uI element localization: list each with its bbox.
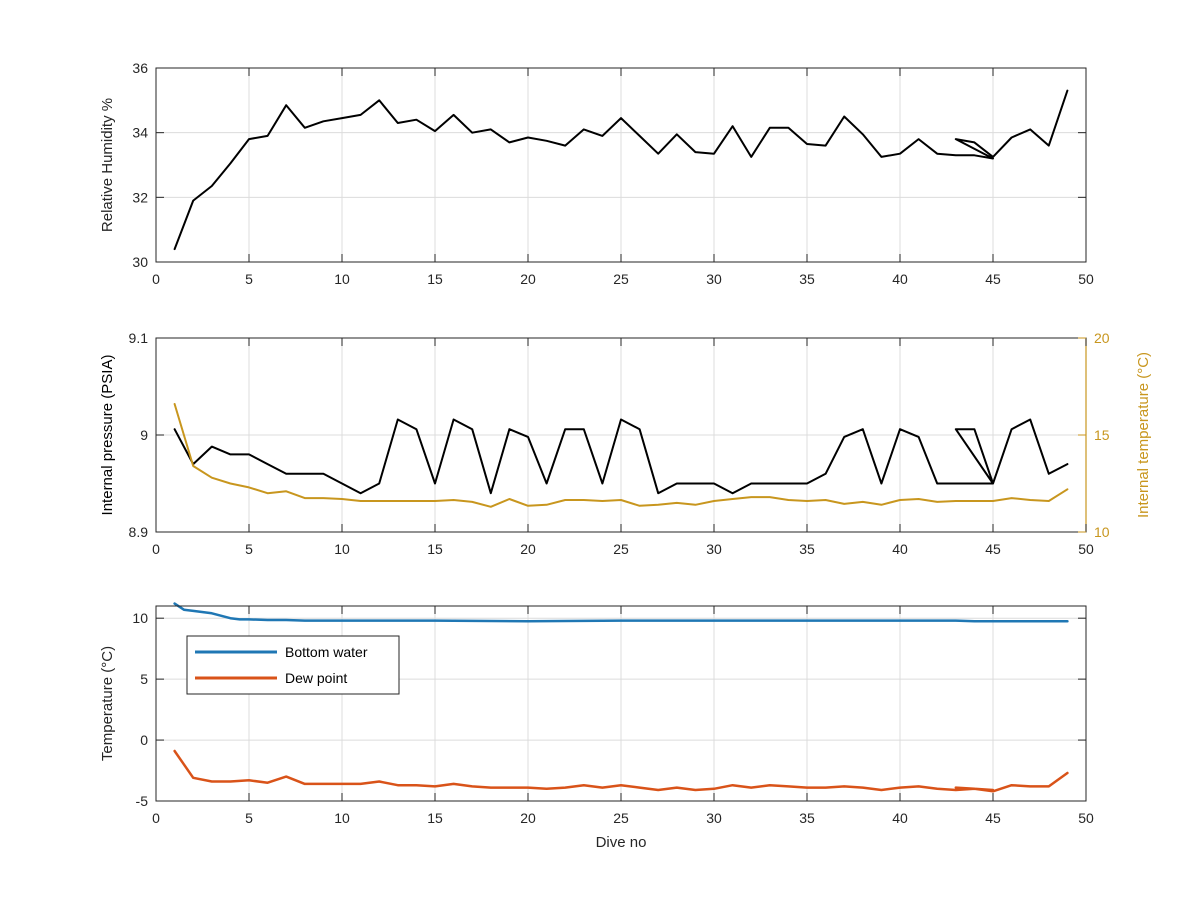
x-tick-label: 10 [334, 541, 350, 557]
series-line-1 [173, 602, 1069, 623]
y-tick-label: 0 [140, 732, 148, 748]
x-tick-label: 15 [427, 541, 443, 557]
y-tick-label: 34 [132, 125, 148, 141]
y-axis-label: Temperature (°C) [99, 646, 116, 761]
x-tick-label: 50 [1078, 271, 1094, 287]
x-tick-label: 5 [245, 810, 253, 826]
legend-box [186, 635, 400, 695]
series-line-1 [173, 418, 1069, 495]
series-line-2 [173, 749, 1069, 793]
x-tick-label: 25 [613, 271, 629, 287]
x-tick-label: 5 [245, 541, 253, 557]
x-tick-label: 30 [706, 541, 722, 557]
x-tick-label: 25 [613, 541, 629, 557]
x-tick-label: 35 [799, 810, 815, 826]
x-tick-label: 45 [985, 541, 1001, 557]
y-tick-label: 9.1 [129, 330, 149, 346]
y-axis-label: Internal pressure (PSIA) [99, 355, 116, 516]
x-tick-label: 10 [334, 810, 350, 826]
y-tick-label: 10 [132, 610, 148, 626]
x-tick-label: 15 [427, 271, 443, 287]
y-tick-label: 30 [132, 254, 148, 270]
series-line-2 [173, 403, 1069, 508]
x-tick-label: 30 [706, 810, 722, 826]
x-tick-label: 30 [706, 271, 722, 287]
x-tick-label: 20 [520, 271, 536, 287]
x-tick-label: 40 [892, 271, 908, 287]
x-tick-label: 40 [892, 541, 908, 557]
y-tick-label: 8.9 [129, 524, 149, 540]
x-tick-label: 20 [520, 810, 536, 826]
x-tick-label: 10 [334, 271, 350, 287]
y-tick-label: 32 [132, 189, 148, 205]
x-tick-label: 50 [1078, 810, 1094, 826]
panel-1: 0 5 10 15 20 25 30 35 40 45 50 30 32 34 36 Relative Hum… [99, 60, 1094, 287]
y-right-tick-label: 20 [1094, 330, 1110, 346]
legend-label-1: Bottom water [285, 644, 368, 660]
x-tick-label: 50 [1078, 541, 1094, 557]
y-axis-label: Relative Humidity % [99, 98, 116, 232]
x-tick-label: 15 [427, 810, 443, 826]
series-line-1 [173, 89, 1069, 251]
x-tick-label: 0 [152, 810, 160, 826]
x-tick-label: 45 [985, 810, 1001, 826]
y-tick-label: 9 [140, 427, 148, 443]
y-tick-label: -5 [136, 793, 149, 809]
x-tick-label: 0 [152, 271, 160, 287]
x-tick-label: 35 [799, 271, 815, 287]
x-tick-label: 20 [520, 541, 536, 557]
legend: Bottom water Dew point [186, 635, 400, 695]
y-right-tick-label: 10 [1094, 524, 1110, 540]
legend-label-2: Dew point [285, 670, 347, 686]
y-right-axis-label: Internal temperature (°C) [1135, 352, 1152, 518]
y-tick-label: 36 [132, 60, 148, 76]
y-right-tick-label: 15 [1094, 427, 1110, 443]
x-tick-label: 40 [892, 810, 908, 826]
x-tick-label: 5 [245, 271, 253, 287]
x-tick-label: 45 [985, 271, 1001, 287]
x-tick-label: 25 [613, 810, 629, 826]
x-axis-label: Dive no [596, 834, 647, 851]
y-tick-label: 5 [140, 671, 148, 687]
x-tick-label: 0 [152, 541, 160, 557]
panel-2: 0 5 10 15 20 25 30 35 40 45 50 8.9 9 9.1 10 15 20 Interna… [99, 330, 1152, 557]
x-tick-label: 35 [799, 541, 815, 557]
